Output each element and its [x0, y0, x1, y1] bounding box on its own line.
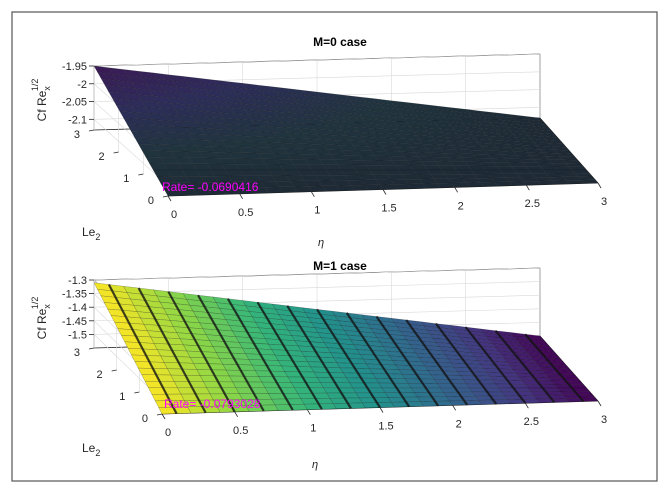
y-tick-label: 1 — [119, 391, 125, 403]
y-tick-label: 2 — [99, 151, 105, 163]
plot-m0-ylabel-main: Le — [82, 225, 96, 239]
plot-m1: 0 0.5 1 1.5 2 2.5 30123-1.3-1.35-1.4-1.45-1.5 … — [30, 259, 607, 471]
plot-m1-ylabel: Le2 — [82, 441, 100, 458]
plot-m1-title: M=1 case — [313, 259, 367, 273]
plot-m1-ylabel-sub: 2 — [95, 448, 100, 458]
x-tick-label: 1.5 — [378, 421, 393, 433]
z-tick-label: -1.4 — [68, 302, 87, 314]
y-tick-label: 3 — [74, 347, 80, 359]
svg-text:Cf Rex1/2: Cf Rex1/2 — [30, 297, 52, 340]
plot-m1-xlabel: η — [312, 459, 318, 471]
y-tick-label: 3 — [74, 129, 80, 141]
plot-m1-zlabel: Cf Rex1/2 — [30, 297, 52, 340]
x-tick-label: 2 — [456, 418, 462, 430]
plot-m1-surface — [93, 282, 599, 415]
z-tick-label: -1.95 — [62, 61, 87, 73]
plot-m0-ticks: 0 0.5 1 1.5 2 2.5 3 0 1 2 3 -1.95 -2 -2.05 -2.1 — [62, 61, 607, 221]
z-tick-label: -1.3 — [68, 275, 87, 287]
x-tick-label: 0.5 — [238, 207, 253, 219]
x-tick-label: 3 — [601, 414, 607, 426]
x-tick-label: 2.5 — [524, 416, 539, 428]
x-tick-label: 0.5 — [233, 425, 248, 437]
plot-m0-zlabel-main: Cf Re — [35, 90, 49, 121]
plot-m1-zlabel-sup: 1/2 — [30, 297, 40, 310]
x-tick-label: 0 — [165, 427, 171, 439]
plot-m0-zlabel-sub: x — [42, 86, 52, 91]
plot-m1-zlabel-sub: x — [42, 304, 52, 309]
x-tick-label: 1 — [310, 423, 316, 435]
x-tick-label: 2 — [458, 200, 464, 212]
plot-m0-zlabel: Cf Rex1/2 — [30, 79, 52, 122]
z-tick-label: -2.1 — [68, 114, 87, 126]
plot-m1-ticks: 0 0.5 1 1.5 2 2.5 3 0 1 2 3 -1.3 -1.35-1.4 -1.45-1.5 — [62, 275, 607, 439]
z-tick-label: -2.05 — [62, 97, 87, 109]
z-tick-label: -1.35 — [62, 289, 87, 301]
z-tick-label: -1.45 — [62, 316, 87, 328]
plot-m1-zlabel-main: Cf Re — [35, 308, 49, 339]
plot-m0-zlabel-sup: 1/2 — [30, 79, 40, 92]
plot-m1-annotation: Rate= -0.0793028 — [164, 397, 261, 411]
x-tick-label: 1 — [314, 205, 320, 217]
plot-m0-ylabel: Le2 — [82, 225, 100, 242]
x-tick-label: 0 — [171, 209, 177, 221]
y-tick-label: 0 — [142, 413, 148, 425]
z-tick-label: -1.5 — [68, 329, 87, 341]
plot-m0-ylabel-sub: 2 — [95, 232, 100, 242]
plot-m0-title: M=0 case — [313, 35, 367, 49]
plot-m0-xlabel: η — [318, 237, 324, 249]
y-tick-label: 2 — [97, 369, 103, 381]
y-tick-label: 0 — [148, 195, 154, 207]
z-tick-label: -2 — [77, 79, 87, 91]
x-tick-label: 1.5 — [381, 203, 396, 215]
plot-m0-annotation: Rate= -0.0690416 — [162, 180, 259, 194]
plot-m1-ylabel-main: Le — [82, 441, 96, 455]
plot-m0: 0 0.5 1 1.5 2 2.5 3 0 1 2 3 -1.95 -2 -2.05 -2.1 M=0 ca… — [30, 35, 607, 249]
plot-m0-surface — [93, 65, 599, 197]
svg-text:Cf Rex1/2: Cf Rex1/2 — [30, 79, 52, 122]
x-tick-label: 3 — [601, 196, 607, 208]
x-tick-label: 2.5 — [525, 198, 540, 210]
y-tick-label: 1 — [123, 173, 129, 185]
